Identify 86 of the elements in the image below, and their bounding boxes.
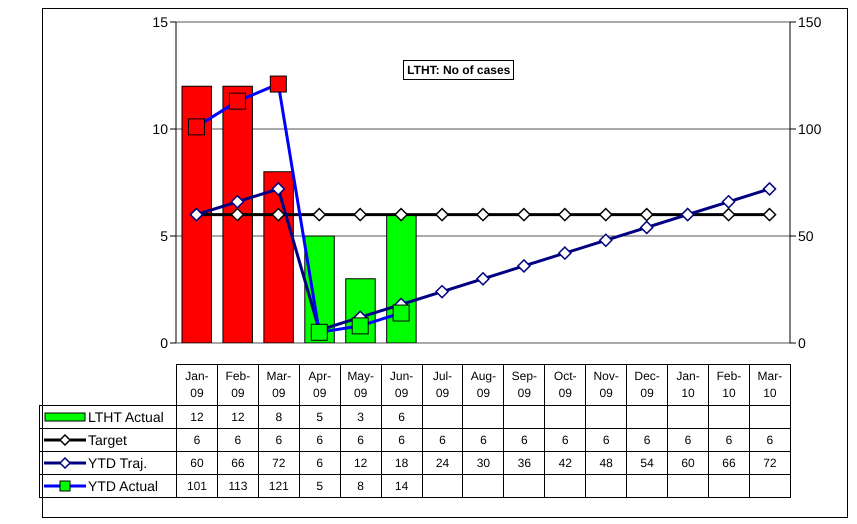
x-tick-label: Aug-09 (462, 364, 504, 406)
data-label: 113 (217, 474, 258, 498)
data-label: 14 (381, 474, 422, 498)
legend-label: YTD Actual (87, 478, 158, 494)
x-tick-label: Mar-10 (749, 364, 790, 406)
data-label: 36 (504, 452, 545, 474)
data-label: 18 (381, 452, 422, 474)
point (272, 182, 286, 196)
data-label: 6 (462, 428, 504, 452)
data-label: 48 (586, 452, 627, 474)
point (517, 259, 531, 273)
data-label: 42 (544, 452, 586, 474)
data-label: 6 (381, 406, 422, 428)
x-tick-label: Feb-10 (708, 364, 750, 406)
data-label: 6 (176, 428, 218, 452)
data-label: 6 (544, 428, 586, 452)
x-tick-label: Nov-09 (586, 364, 627, 406)
point (722, 195, 736, 209)
point (392, 304, 410, 322)
data-label: 66 (708, 452, 750, 474)
data-label: 6 (422, 428, 463, 452)
y-tick-label: 0 (160, 334, 168, 351)
data-label: 6 (299, 428, 340, 452)
y-tick-label: 15 (152, 14, 168, 30)
x-tick-label: Dec-09 (626, 364, 668, 406)
data-label: 30 (462, 452, 504, 474)
point (352, 317, 369, 334)
x-tick-label: Apr-09 (299, 364, 340, 406)
x-tick-label: Jan-10 (668, 364, 708, 406)
point (435, 284, 449, 298)
point (640, 220, 654, 234)
data-label: 54 (626, 452, 668, 474)
data-label: 12 (340, 452, 382, 474)
data-label: 5 (299, 406, 340, 428)
point (230, 195, 244, 209)
data-label: 6 (258, 428, 300, 452)
data-label: 101 (176, 474, 218, 498)
data-label: 72 (258, 452, 300, 474)
x-tick-label: May-09 (340, 364, 382, 406)
y2-tick-label: 0 (798, 334, 806, 351)
data-label: 6 (381, 428, 422, 452)
point (188, 118, 205, 136)
data-label: 6 (586, 428, 627, 452)
data-label: 60 (176, 452, 218, 474)
data-label: 121 (258, 474, 300, 498)
legend-label: YTD Traj. (87, 454, 148, 470)
data-label: 6 (668, 428, 708, 452)
x-tick-label: Jan-09 (176, 364, 218, 406)
point (476, 272, 490, 286)
data-label: 8 (340, 474, 382, 498)
x-tick-label: Oct-09 (544, 364, 586, 406)
point (762, 182, 776, 196)
data-label: 12 (217, 406, 258, 428)
y2-tick-label: 150 (798, 14, 822, 30)
y-tick-label: 10 (152, 120, 168, 137)
point (228, 92, 246, 110)
data-label: 6 (340, 428, 382, 452)
data-label: 60 (668, 452, 708, 474)
data-label: 6 (217, 428, 258, 452)
data-label: 12 (176, 406, 218, 428)
y2-tick-label: 100 (798, 120, 822, 137)
x-tick-label: Sep-09 (504, 364, 545, 406)
legend-label: LTHT Actual (87, 408, 164, 424)
point (558, 246, 572, 260)
data-label: 72 (749, 452, 790, 474)
data-label: 5 (299, 474, 340, 498)
x-tick-label: Mar-09 (258, 364, 300, 406)
data-label: 66 (217, 452, 258, 474)
data-label: 6 (299, 452, 340, 474)
data-label: 8 (258, 406, 300, 428)
point (310, 324, 328, 341)
data-label: 6 (504, 428, 545, 452)
y-tick-label: 5 (160, 228, 168, 244)
data-label: 6 (626, 428, 668, 452)
y2-tick-label: 50 (798, 228, 814, 244)
text: LTHT: No of cases (403, 60, 514, 80)
x-tick-label: Feb-09 (217, 364, 258, 406)
data-label: 24 (422, 452, 463, 474)
x-tick-label: Jun-09 (381, 364, 422, 406)
x-tick-label: Jul-09 (422, 364, 463, 406)
point (270, 76, 287, 93)
data-label: 6 (708, 428, 750, 452)
data-label: 6 (749, 428, 790, 452)
legend-label: Target (87, 432, 127, 448)
point (599, 234, 613, 248)
data-label: 3 (340, 406, 382, 428)
